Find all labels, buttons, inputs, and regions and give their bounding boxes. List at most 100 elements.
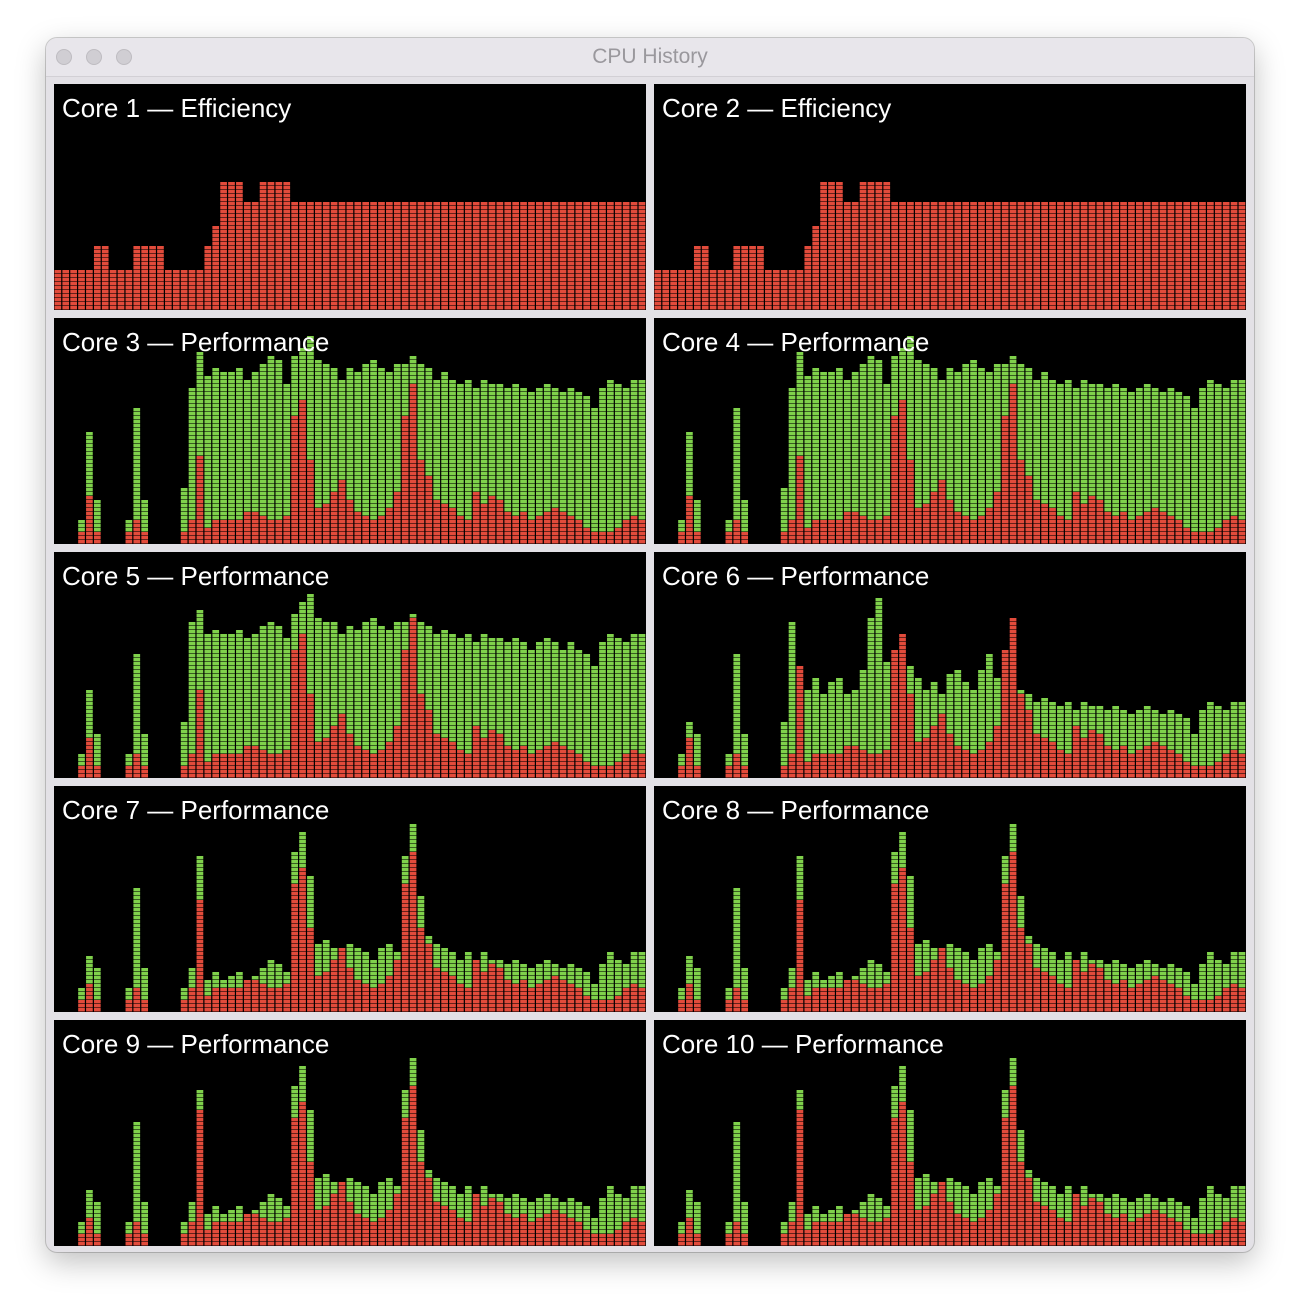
system-bar [346, 1202, 354, 1246]
history-column [914, 360, 922, 544]
grid-row-line [654, 1169, 1246, 1170]
system-bar [1167, 984, 1175, 1012]
grid-row-line [654, 1117, 1246, 1118]
history-column [693, 734, 701, 778]
user-bar [843, 380, 851, 512]
grid-row-line [54, 863, 646, 864]
system-bar [978, 984, 985, 1012]
user-bar [449, 634, 456, 742]
led-grid-overlay [54, 1021, 646, 1246]
grid-row-line [654, 693, 1246, 694]
grid-row-line [54, 411, 646, 412]
system-bar [1057, 1218, 1064, 1246]
history-column [433, 202, 441, 310]
history-column [259, 968, 267, 1012]
history-column [1033, 1178, 1041, 1246]
grid-row-line [54, 89, 646, 90]
cpu-history-window: CPU History Core 1 — Efficiency Core 2 —… [46, 38, 1254, 1252]
grid-row-line [54, 899, 646, 900]
grid-row-line [54, 983, 646, 984]
history-column [535, 202, 543, 310]
grid-row-line [54, 1189, 646, 1190]
grid-row-line [54, 379, 646, 380]
system-bar [86, 1218, 93, 1246]
grid-row-line [654, 355, 1246, 356]
grid-row-line [54, 1021, 646, 1022]
user-bar [1151, 1198, 1159, 1210]
minimize-button[interactable] [86, 49, 102, 65]
user-bar [480, 952, 488, 972]
system-bar [93, 1000, 101, 1012]
grid-row-line [654, 867, 1246, 868]
history-column [1033, 944, 1041, 1012]
title-bar[interactable]: CPU History [46, 38, 1254, 77]
system-bar [330, 960, 338, 1012]
user-bar [299, 1066, 306, 1102]
user-bar [678, 754, 685, 766]
grid-row-line [654, 149, 1246, 150]
history-column [638, 202, 646, 310]
history-column [1104, 202, 1112, 310]
history-column [488, 202, 496, 310]
grid-row-line [54, 543, 646, 544]
grid-row-line [654, 1229, 1246, 1230]
user-bar [614, 1194, 622, 1230]
grid-row-line [654, 569, 1246, 570]
grid-row-line [54, 157, 646, 158]
grid-row-line [654, 527, 1246, 528]
user-bar [314, 360, 322, 508]
grid-row-line [54, 971, 646, 972]
grid-row-line [54, 407, 646, 408]
grid-row-line [54, 891, 646, 892]
history-column [1112, 202, 1119, 310]
zoom-button[interactable] [116, 49, 132, 65]
grid-row-line [54, 297, 646, 298]
user-bar [1112, 384, 1119, 516]
history-column [378, 368, 385, 544]
grid-row-line [54, 637, 646, 638]
grid-row-line [54, 253, 646, 254]
user-bar [828, 976, 835, 988]
user-bar [441, 372, 448, 504]
system-bar [907, 460, 914, 544]
grid-row-line [654, 851, 1246, 852]
system-bar [504, 202, 512, 310]
user-bar [867, 1194, 875, 1222]
system-bar [393, 1194, 401, 1246]
user-bar [1143, 1194, 1151, 1214]
user-bar [678, 1222, 685, 1234]
led-grid-overlay [54, 787, 646, 1012]
system-bar [417, 460, 425, 544]
grid-row-line [54, 855, 646, 856]
grid-row-line [654, 415, 1246, 416]
grid-row-line [654, 335, 1246, 336]
system-bar [78, 1000, 85, 1012]
history-column [946, 1178, 954, 1246]
grid-row-line [54, 419, 646, 420]
grid-row-line [654, 507, 1246, 508]
system-bar [307, 460, 314, 544]
system-bar [551, 1210, 559, 1246]
system-bar [970, 202, 977, 310]
system-bar [1238, 202, 1246, 310]
system-bar [449, 1210, 456, 1246]
grid-row-line [654, 919, 1246, 920]
grid-row-line [54, 277, 646, 278]
system-bar [330, 202, 338, 310]
history-column [386, 944, 393, 1012]
system-bar [283, 750, 291, 778]
grid-row-line [54, 1225, 646, 1226]
grid-row-line [54, 1057, 646, 1058]
grid-row-line [654, 995, 1246, 996]
user-bar [780, 988, 788, 1000]
grid-row-line [54, 701, 646, 702]
system-bar [725, 1234, 733, 1246]
system-bar [1096, 1202, 1104, 1246]
grid-row-line [654, 379, 1246, 380]
close-button[interactable] [56, 49, 72, 65]
grid-row-line [654, 629, 1246, 630]
core-panel-3: Core 3 — Performance [54, 318, 646, 544]
grid-row-line [654, 1137, 1246, 1138]
user-bar [291, 356, 298, 416]
history-column [1096, 706, 1104, 778]
